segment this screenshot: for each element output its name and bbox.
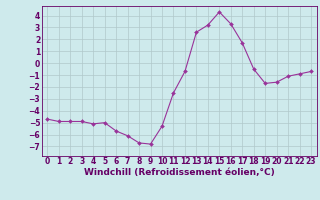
X-axis label: Windchill (Refroidissement éolien,°C): Windchill (Refroidissement éolien,°C) [84,168,275,177]
